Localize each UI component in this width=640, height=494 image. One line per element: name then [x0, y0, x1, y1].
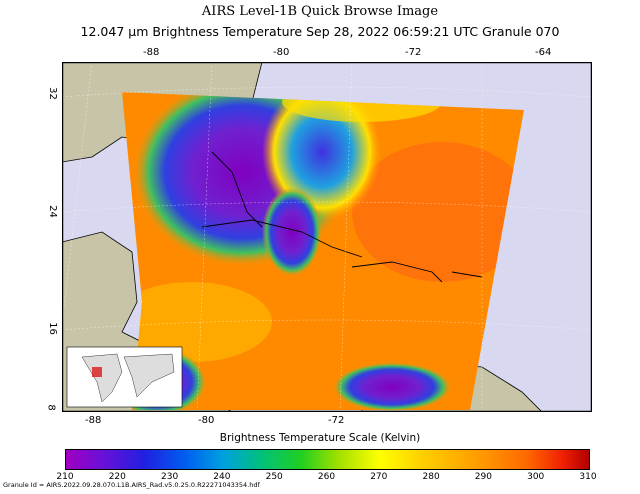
top-lon-label: -88	[143, 47, 160, 58]
left-lat-label: 32	[46, 87, 58, 100]
top-lon-label: -64	[535, 47, 552, 58]
inset-globe-map	[66, 346, 183, 408]
top-lon-label: -80	[273, 47, 290, 58]
colorbar-tick-label: 240	[213, 472, 231, 482]
granule-id: Granule Id = AIRS.2022.09.28.070.L1B.AIR…	[3, 481, 260, 489]
page-title: AIRS Level-1B Quick Browse Image	[201, 4, 439, 19]
colorbar-tick-label: 290	[474, 472, 492, 482]
top-lon-label: -72	[405, 47, 422, 58]
subtitle: 12.047 µm Brightness Temperature Sep 28,…	[80, 24, 560, 39]
colorbar-tick-label: 270	[370, 472, 388, 482]
left-lat-label: 8	[45, 404, 57, 411]
colorbar	[65, 449, 590, 470]
bottom-lon-label: -80	[198, 415, 215, 426]
colorbar-tick-label: 300	[527, 472, 545, 482]
colorbar-tick-label: 310	[579, 472, 597, 482]
colorbar-tick-label: 220	[108, 472, 126, 482]
left-lat-label: 16	[46, 322, 58, 335]
bottom-lon-label: -88	[85, 415, 102, 426]
colorbar-tick-label: 210	[56, 472, 74, 482]
colorbar-tick-label: 250	[265, 472, 283, 482]
colorbar-tick-label: 280	[422, 472, 440, 482]
left-lat-label: 24	[46, 205, 58, 218]
colorbar-tick-label: 230	[161, 472, 179, 482]
colorbar-tick-label: 260	[317, 472, 336, 482]
colorbar-title: Brightness Temperature Scale (Kelvin)	[219, 432, 421, 444]
bottom-lon-label: -72	[328, 415, 345, 426]
brightness-temperature-map	[62, 62, 592, 412]
